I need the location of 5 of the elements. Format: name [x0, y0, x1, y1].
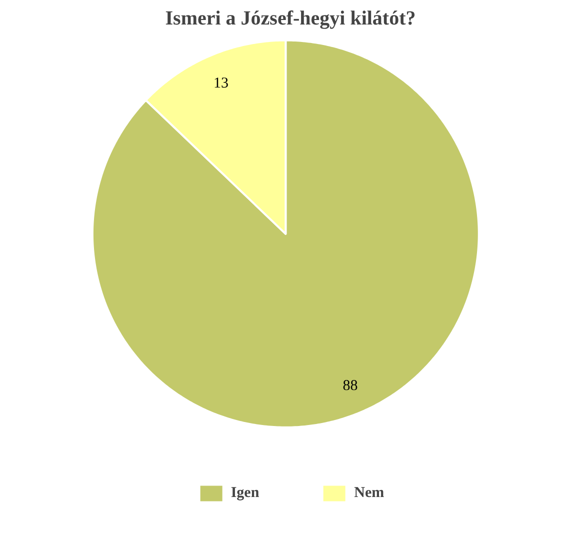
chart-title: Ismeri a József-hegyi kilátót?: [165, 8, 416, 30]
legend-label: Nem: [354, 484, 384, 502]
data-label: 13: [214, 76, 229, 92]
data-label: 88: [342, 378, 358, 394]
legend-label: Igen: [230, 484, 260, 502]
